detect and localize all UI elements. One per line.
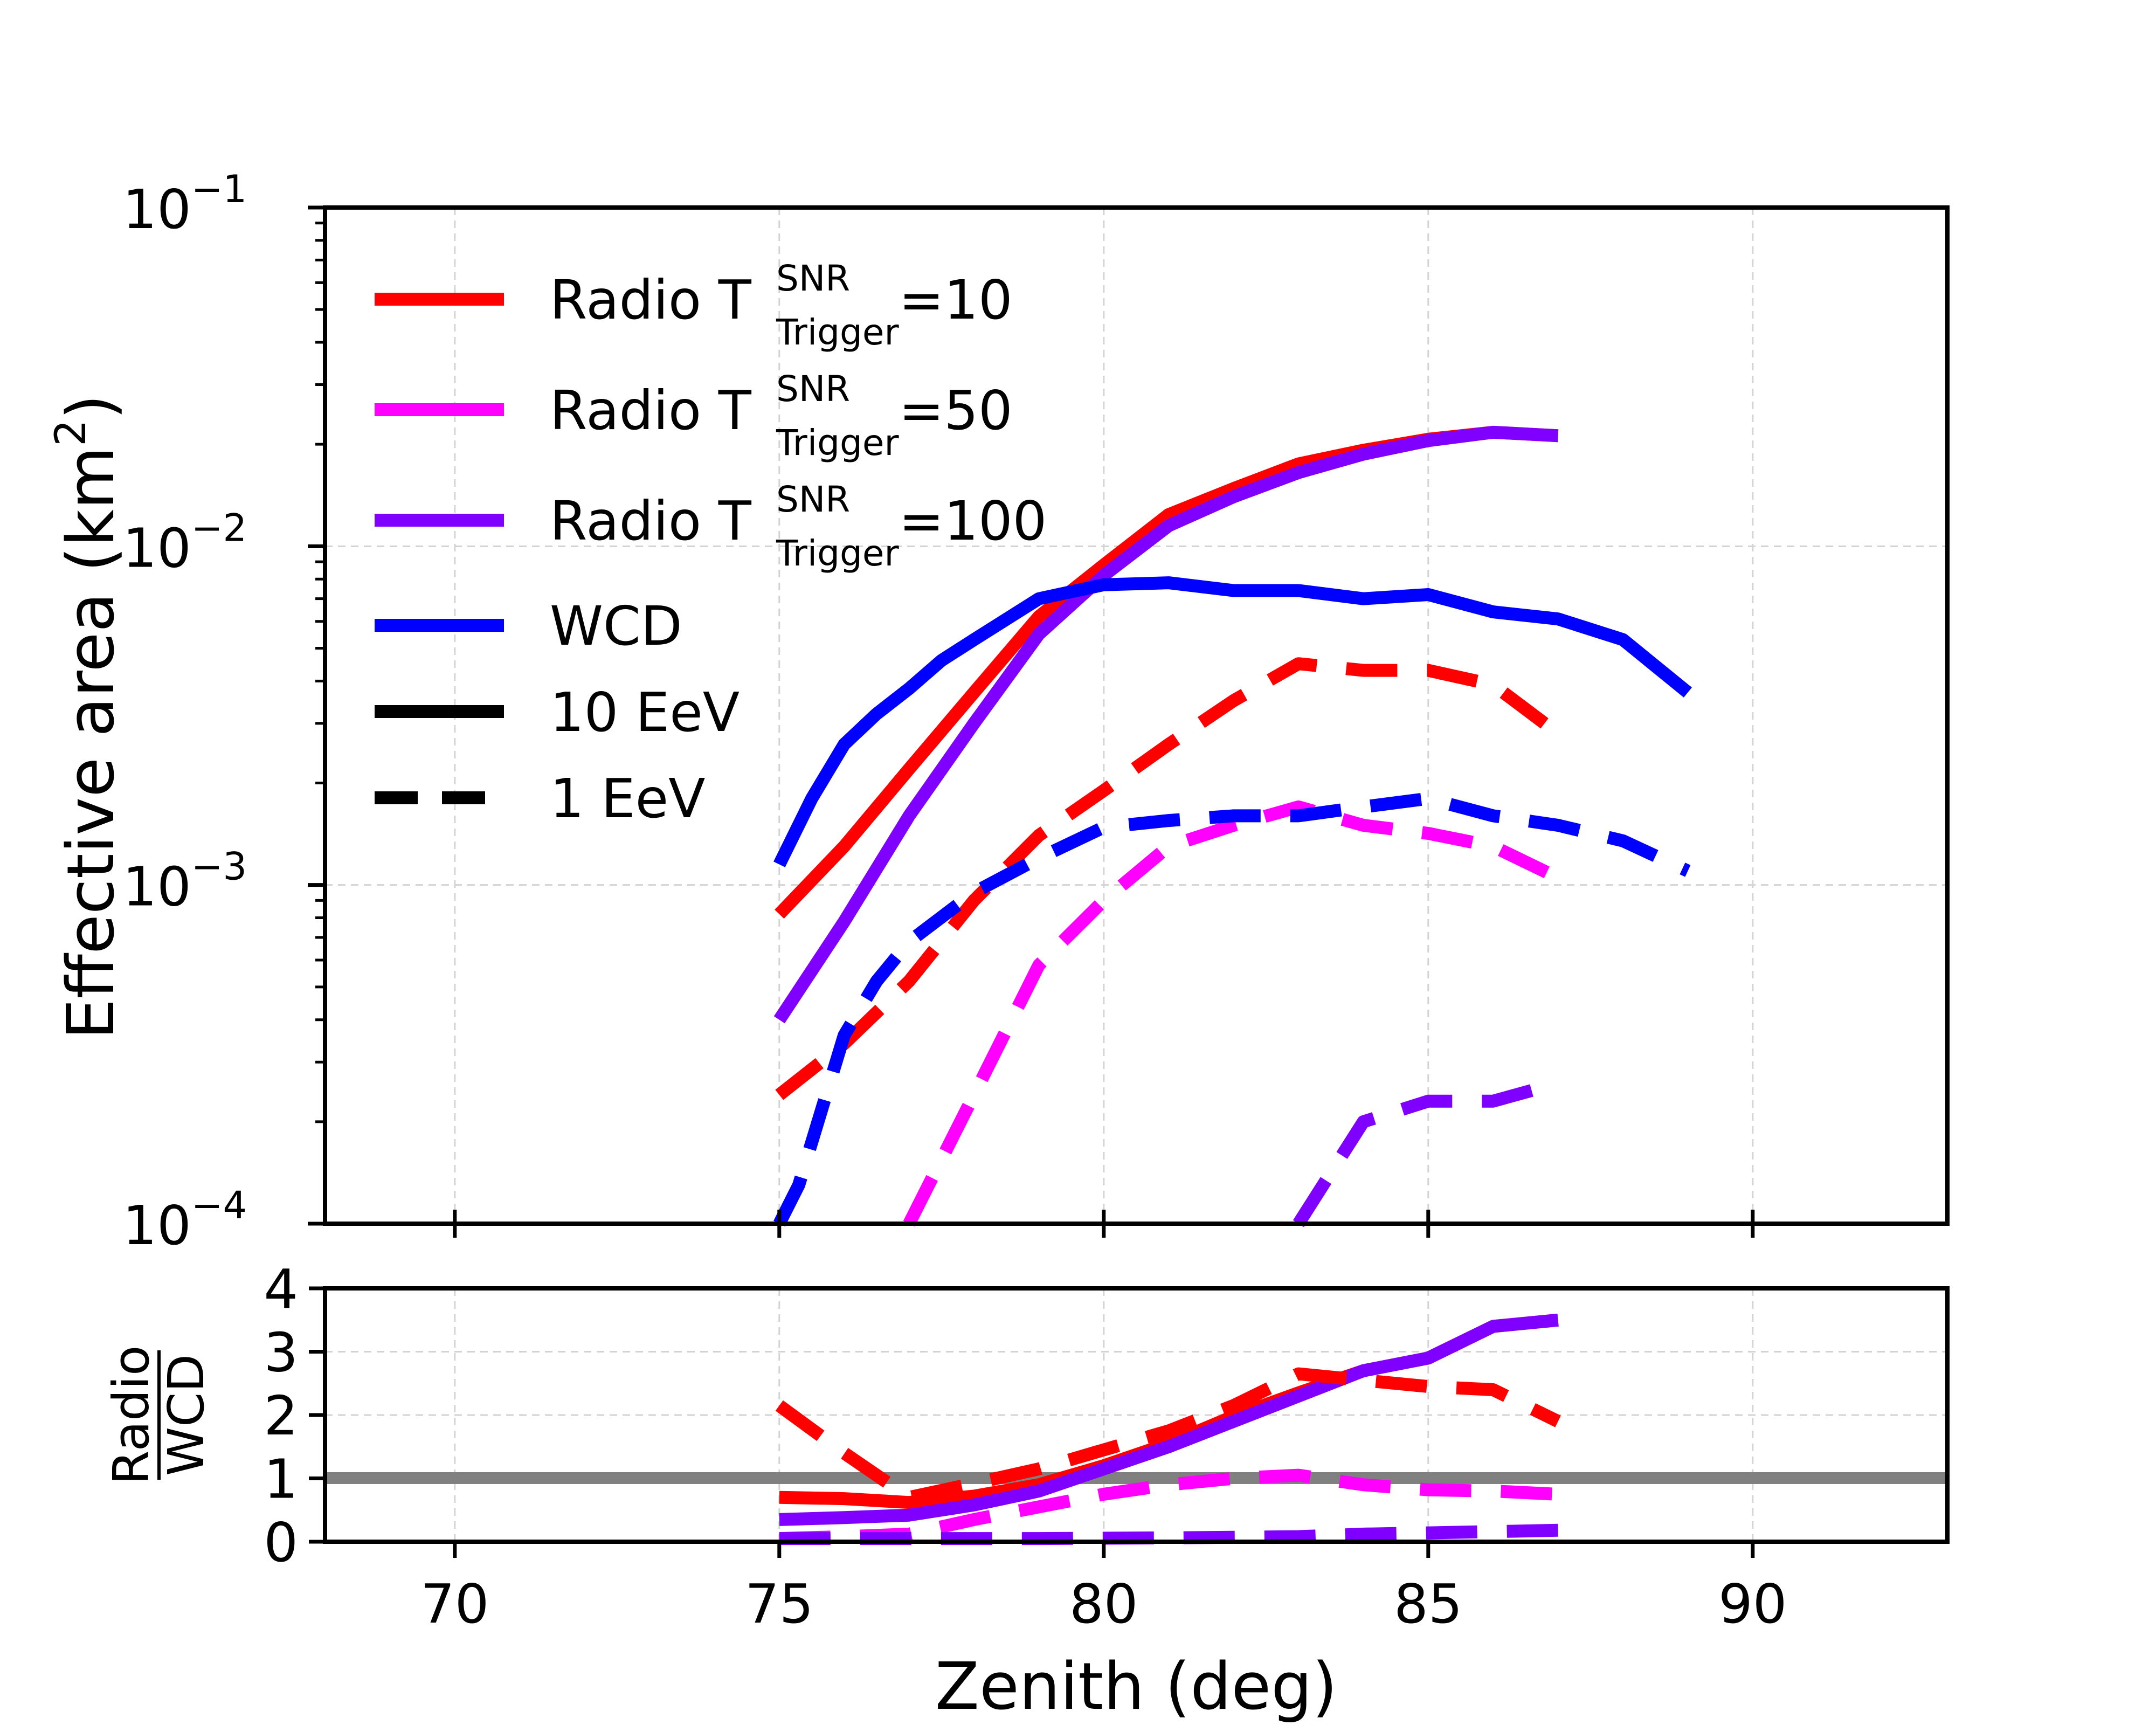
legend-label-prefix: WCD: [550, 595, 682, 658]
main-series-line: [1293, 1077, 1560, 1227]
legend-label-subscript: Trigger: [776, 422, 899, 464]
ratio-y-label-denominator: WCD: [157, 1354, 215, 1476]
main-ticks: 10−110−210−310−4: [123, 167, 1755, 1257]
main-y-label: Effective area (km2): [47, 394, 129, 1039]
legend-label: Radio T SNR Trigger=100: [550, 479, 1047, 574]
legend-label-superscript: SNR: [776, 479, 850, 520]
legend-label: Radio T SNR Trigger=50: [550, 368, 1013, 464]
y-label-sup: 2: [47, 419, 95, 446]
legend-label-subscript: Trigger: [776, 533, 899, 574]
x-tick-label: 85: [1394, 1572, 1462, 1636]
y-tick-exponent: −4: [191, 1183, 247, 1227]
x-tick-label: 90: [1718, 1572, 1787, 1636]
legend-label: Radio T SNR Trigger=10: [550, 258, 1013, 353]
y-tick-base: 10: [123, 855, 191, 919]
main-series-line: [773, 425, 1559, 1024]
ratio-y-label: Radio WCD: [102, 1346, 215, 1485]
main-plot-frame: [323, 205, 1950, 1226]
legend-label-suffix: =100: [899, 489, 1047, 553]
legend-label-subscript: Trigger: [776, 312, 899, 353]
legend-label-superscript: SNR: [776, 368, 850, 410]
legend-label-prefix: 1 EeV: [550, 767, 706, 830]
ratio-series-line: [775, 1367, 1561, 1504]
legend-label-prefix: 10 EeV: [550, 681, 740, 744]
y-label-end: ): [54, 394, 129, 419]
legend-label: 1 EeV: [550, 767, 706, 830]
main-series: [773, 425, 1692, 1227]
ratio-y-tick-label: 1: [264, 1448, 298, 1511]
legend-label-prefix: Radio T: [550, 379, 752, 442]
legend-label-suffix: =10: [899, 268, 1013, 332]
main-y-tick-label: 10−2: [123, 506, 247, 579]
legend-label-suffix: =50: [899, 379, 1013, 442]
y-tick-base: 10: [123, 178, 191, 241]
y-tick-exponent: −1: [191, 167, 247, 211]
ratio-series-line: [779, 1523, 1558, 1545]
y-tick-base: 10: [123, 1194, 191, 1257]
ratio-series-line: [779, 1313, 1559, 1526]
svg-text:Effective area (km2): Effective area (km2): [47, 394, 129, 1039]
ratio-y-tick-label: 4: [264, 1258, 298, 1321]
x-tick-label: 75: [745, 1572, 813, 1636]
legend-label-prefix: Radio T: [550, 489, 752, 553]
x-tick-label: 70: [420, 1572, 489, 1636]
y-label-text: Effective area (km: [54, 446, 129, 1040]
legend-label: 10 EeV: [550, 681, 740, 744]
legend-label: WCD: [550, 595, 682, 658]
legend-label-superscript: SNR: [776, 258, 850, 299]
main-y-tick-label: 10−3: [123, 845, 247, 919]
y-tick-exponent: −2: [191, 506, 247, 550]
y-tick-base: 10: [123, 516, 191, 579]
legend-label-prefix: Radio T: [550, 268, 752, 332]
main-y-tick-label: 10−1: [123, 167, 247, 241]
main-series-line: [775, 657, 1562, 1100]
y-tick-exponent: −3: [191, 845, 247, 889]
x-axis-label: Zenith (deg): [935, 1650, 1337, 1724]
ratio-y-tick-label: 0: [264, 1511, 298, 1574]
ratio-y-label-numerator: Radio: [102, 1346, 160, 1485]
ratio-y-tick-label: 2: [264, 1384, 298, 1447]
ratio-y-tick-label: 3: [264, 1321, 298, 1384]
main-series-line: [773, 792, 1691, 1227]
main-y-tick-label: 10−4: [123, 1183, 247, 1257]
main-series-line: [773, 576, 1692, 867]
main-series-line: [903, 800, 1561, 1227]
ratio-series: [775, 1313, 1561, 1545]
x-tick-label: 80: [1069, 1572, 1138, 1636]
